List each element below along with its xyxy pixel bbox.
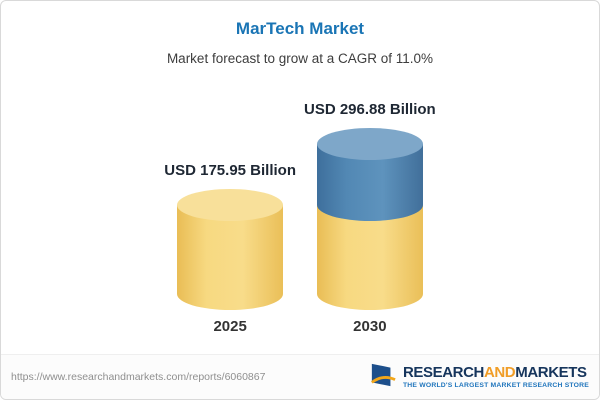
bar-group-2025: USD 175.95 Billion 2025 [164, 162, 296, 335]
chart-subtitle: Market forecast to grow at a CAGR of 11.… [166, 51, 434, 66]
logo-tagline: THE WORLD'S LARGEST MARKET RESEARCH STOR… [402, 382, 589, 390]
cylinder-top-cap [316, 128, 423, 161]
cylinder-segment-blue [316, 128, 423, 222]
logo-text: RESEARCHANDMARKETS THE WORLD'S LARGEST M… [402, 363, 589, 390]
cylinder-bottom-edge [177, 278, 284, 310]
value-label-2025: USD 175.95 Billion [164, 162, 296, 180]
cylinder-2025 [177, 189, 284, 310]
cylinder-top-cap [177, 189, 284, 222]
logo-mark-icon [369, 362, 397, 393]
cylinder-bottom-edge [316, 189, 423, 222]
report-url: https://www.researchandmarkets.com/repor… [11, 371, 266, 383]
logo-word-and: AND [483, 363, 516, 381]
chart-title: MarTech Market [235, 19, 365, 38]
cylinder-bar-chart: USD 175.95 Billion 2025 USD 296.88 Billi… [1, 73, 599, 335]
researchandmarkets-logo: RESEARCHANDMARKETS THE WORLD'S LARGEST M… [369, 362, 589, 393]
cylinder-bottom-edge [316, 278, 423, 310]
cylinder-2030 [316, 128, 423, 310]
logo-word-markets: MARKETS [515, 363, 587, 381]
year-label-2025: 2025 [213, 318, 247, 335]
year-label-2030: 2030 [353, 318, 387, 335]
logo-word-research: RESEARCH [402, 363, 484, 381]
logo-wordmark: RESEARCHANDMARKETS [402, 363, 589, 381]
value-label-2030: USD 296.88 Billion [304, 101, 436, 119]
bar-group-2030: USD 296.88 Billion 2030 [304, 101, 436, 335]
cylinder-segment-yellow [177, 189, 284, 310]
footer: https://www.researchandmarkets.com/repor… [1, 354, 599, 399]
chart-header: MarTech Market Market forecast to grow a… [1, 1, 599, 66]
